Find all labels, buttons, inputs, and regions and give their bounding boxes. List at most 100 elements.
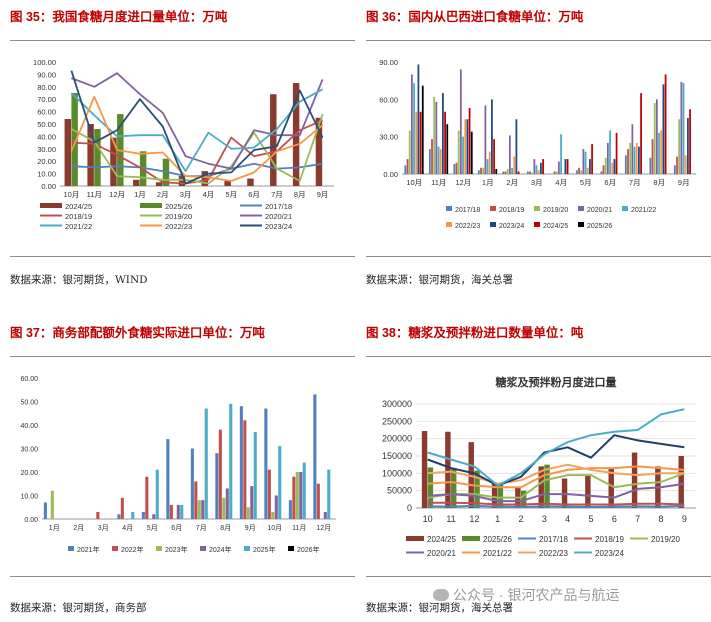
bar-2017/18 — [649, 157, 652, 174]
y-tick-label: 80.00 — [37, 83, 56, 92]
wechat-icon — [433, 589, 449, 601]
legend-swatch — [68, 546, 74, 551]
figure-37-source: 数据来源：银河期货，商务部 — [10, 602, 147, 614]
y-tick-label: 150000 — [382, 451, 412, 461]
legend-label: 2019/20 — [543, 207, 568, 214]
bar-2024/25 — [566, 159, 569, 174]
bar-2024/25 — [678, 456, 684, 508]
bar-2023/24 — [589, 159, 591, 174]
watermark-text: 公众号 · 银河农产品与航运 — [453, 587, 620, 603]
bar-2024年 — [299, 472, 303, 519]
bar-2021年 — [117, 514, 121, 519]
figure-35-bottom-rule — [10, 256, 355, 257]
bar-2024/25 — [133, 179, 140, 186]
legend-swatch — [578, 222, 584, 227]
x-tick-label: 7月 — [271, 190, 283, 199]
x-tick-label: 11月 — [431, 178, 446, 187]
bar-2018/19 — [553, 171, 556, 174]
bar-2020/21 — [655, 99, 658, 174]
figure-35-chart: 0.00 10.00 20.00 30.00 40.00 50.00 60.00 70.00 8… — [33, 58, 334, 231]
legend-label: 2022年 — [121, 545, 144, 554]
bar-2019/20 — [408, 130, 411, 174]
y-tick-label: 90.00 — [37, 70, 56, 79]
y-tick-label: 20.00 — [20, 470, 38, 477]
legend-swatch — [622, 206, 628, 211]
legend-label: 2017/18 — [265, 202, 292, 211]
bar-2024/25 — [491, 483, 498, 508]
x-tick-label: 8月 — [294, 190, 306, 199]
bar-2022/23 — [537, 170, 540, 174]
line-2020/21 — [71, 72, 324, 170]
bar-2024/25 — [615, 132, 618, 174]
bar-2024年 — [201, 500, 205, 519]
bar-2023/24 — [491, 99, 493, 174]
y-tick-label: 50000 — [387, 486, 412, 496]
x-tick-label: 3月 — [531, 178, 543, 187]
line-2022/23 — [427, 463, 685, 485]
bar-2023年 — [271, 511, 275, 519]
bar-2018/19 — [676, 156, 678, 174]
y-tick-label: 0 — [407, 503, 412, 513]
bar-2023/24 — [540, 162, 542, 174]
bar-2023/24 — [466, 119, 469, 174]
x-tick-label: 11月 — [87, 190, 102, 199]
line-2022/23 — [70, 95, 324, 182]
bar-2022/23 — [660, 130, 663, 174]
legend-label: 2018/19 — [595, 535, 624, 544]
bar-2024年 — [250, 486, 254, 519]
bar-2017/18 — [526, 171, 529, 174]
bar-2023年 — [197, 500, 201, 519]
x-tick-label: 9月 — [317, 190, 329, 199]
bar-2025年 — [302, 462, 306, 519]
bar-2019/20 — [506, 169, 509, 174]
legend-swatch — [244, 546, 250, 551]
x-tick-label: 10 — [423, 514, 433, 524]
figure-37-panel: 图 37：商务部配额外食糖实际进口单位：万吨 0.00 10.00 20.00 30.… — [10, 322, 355, 622]
bar-2018/19 — [578, 167, 580, 174]
legend-label: 2017/18 — [455, 207, 480, 214]
figure-38-title: 图 38：糖浆及预拌粉进口数量单位：吨 — [366, 326, 584, 340]
legend-swatch — [288, 546, 294, 551]
bar-2021/22 — [584, 151, 587, 174]
y-tick-label: 90.00 — [379, 58, 398, 67]
bar-2021年 — [264, 408, 268, 519]
bar-2019/20 — [531, 172, 534, 174]
legend-label: 2022/23 — [165, 222, 192, 231]
bar-2022/23 — [684, 155, 687, 174]
legend-label: 2025/26 — [483, 535, 512, 544]
y-tick-label: 40.00 — [37, 132, 56, 141]
bar-2022/23 — [635, 142, 638, 174]
figure-36-bottom-rule — [366, 256, 711, 257]
bar-2025/26 — [497, 484, 504, 508]
x-tick-label: 1月 — [482, 178, 494, 187]
x-tick-label: 2 — [518, 514, 523, 524]
x-tick-label: 12 — [469, 514, 479, 524]
x-tick-label: 3月 — [98, 524, 109, 532]
line-2017/18 — [71, 162, 323, 177]
bar-2021/22 — [462, 136, 464, 174]
bar-2024年 — [274, 495, 278, 519]
bar-2025年 — [155, 469, 159, 519]
bar-2021年 — [288, 500, 292, 519]
x-tick-label: 10月 — [63, 190, 79, 199]
bar-2020/21 — [557, 161, 560, 174]
bar-2018/19 — [602, 165, 605, 174]
bar-2022年 — [145, 476, 149, 519]
line-2017/18 — [427, 504, 685, 508]
legend-label: 2020/21 — [427, 549, 456, 558]
bar-2025年 — [180, 504, 184, 519]
bar-2019/20 — [653, 103, 656, 174]
bar-2017/18 — [428, 149, 431, 174]
x-tick-label: 8月 — [220, 524, 231, 532]
bar-2021/22 — [560, 134, 562, 174]
legend-label: 2021/22 — [483, 549, 512, 558]
bar-2022/23 — [611, 162, 614, 174]
bar-2024/25 — [247, 178, 254, 186]
bar-2024/25 — [591, 144, 593, 174]
legend-swatch — [534, 222, 540, 227]
x-tick-label: 7 — [635, 514, 640, 524]
bar-2024/25 — [517, 171, 520, 174]
bar-2020/21 — [459, 69, 462, 174]
bar-2025/26 — [71, 93, 78, 186]
legend-swatch — [140, 203, 162, 208]
